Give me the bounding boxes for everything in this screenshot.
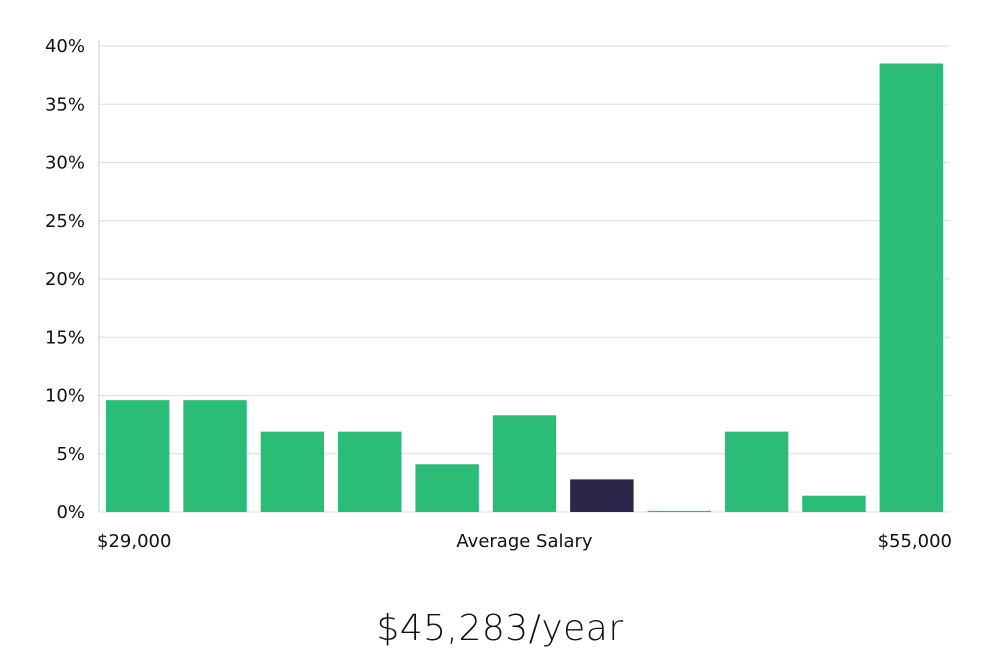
salary-distribution-chart: 0% 5% 10% 15% 20% 25% 30% 35% 40% $29,000 Averag… — [45, 36, 952, 552]
bar — [183, 400, 247, 512]
bar — [260, 431, 325, 512]
y-tick-label: 40% — [45, 36, 85, 57]
x-axis-max-label: $55,000 — [878, 531, 952, 552]
x-axis-title: Average Salary — [456, 531, 593, 552]
bar — [647, 510, 711, 512]
bar-highlighted — [570, 479, 634, 512]
bar — [879, 63, 944, 512]
bar — [415, 464, 479, 512]
y-tick-label: 0% — [56, 502, 85, 523]
y-tick-label: 35% — [45, 94, 85, 115]
x-axis-min-label: $29,000 — [97, 531, 171, 552]
bar — [802, 495, 866, 512]
bars — [105, 63, 944, 512]
y-tick-label: 20% — [45, 269, 85, 290]
bar — [724, 431, 789, 512]
y-tick-label: 25% — [45, 211, 85, 232]
y-tick-label: 15% — [45, 327, 85, 348]
bar — [105, 400, 170, 512]
y-axis-ticks: 0% 5% 10% 15% 20% 25% 30% 35% 40% — [45, 36, 85, 523]
average-salary-value: $45,283/year — [376, 608, 624, 649]
bar — [492, 415, 557, 512]
y-tick-label: 30% — [45, 153, 85, 174]
y-tick-label: 5% — [56, 444, 85, 465]
y-tick-label: 10% — [45, 386, 85, 407]
bar — [338, 431, 402, 512]
